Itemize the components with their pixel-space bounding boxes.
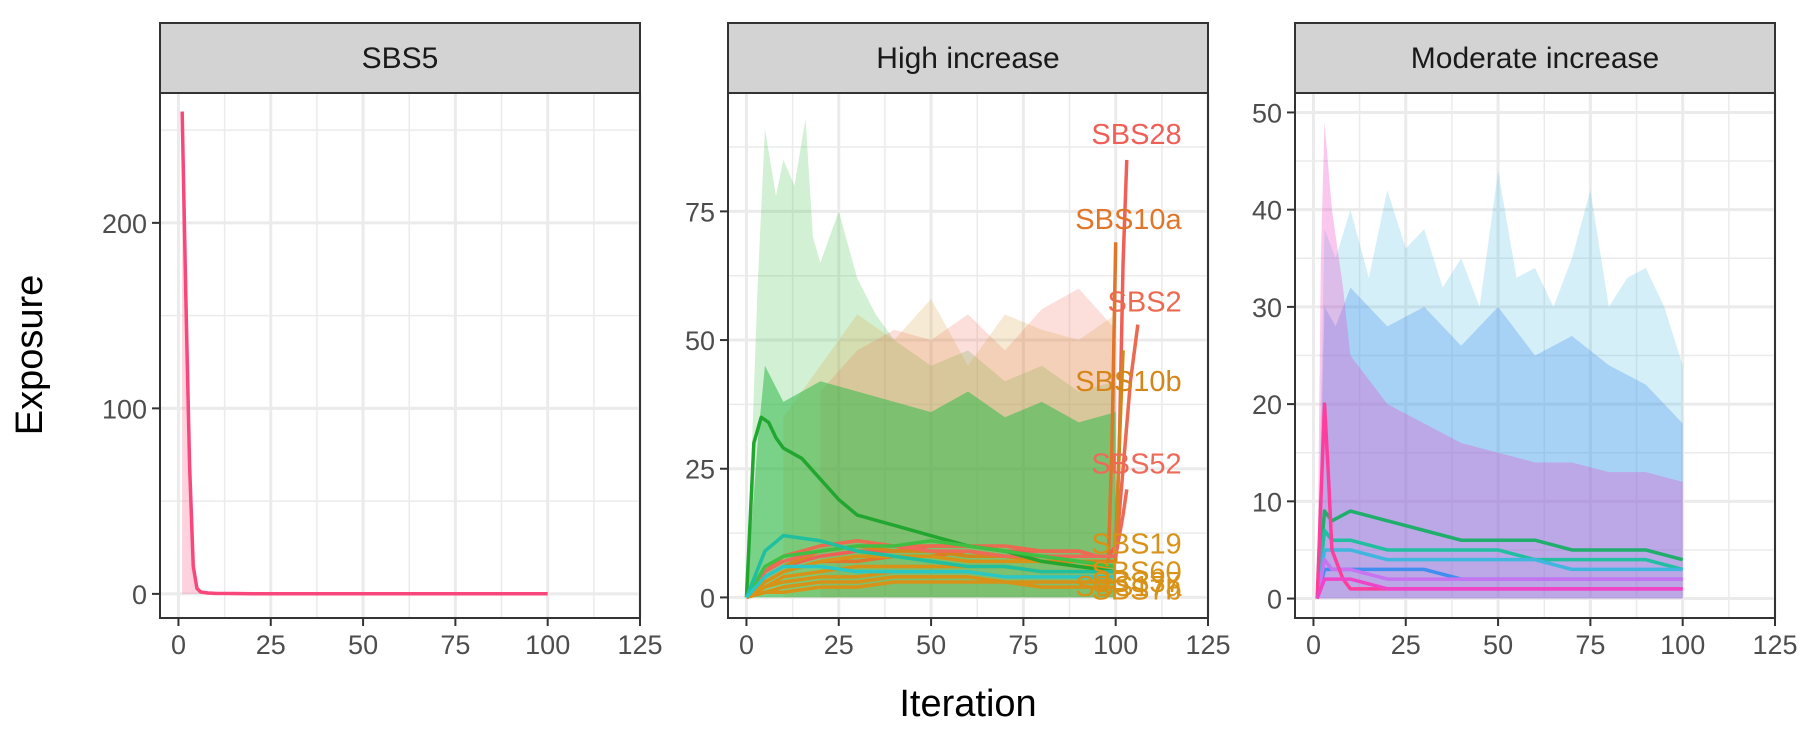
series-label: SBS10a [1075, 204, 1182, 236]
x-tick-label: 125 [1752, 630, 1797, 660]
x-tick-label: 125 [617, 630, 662, 660]
x-tick-label: 50 [916, 630, 946, 660]
x-tick-label: 0 [739, 630, 754, 660]
facet-strip [727, 22, 1209, 94]
x-tick-label: 0 [171, 630, 186, 660]
x-tick-label: 0 [1306, 630, 1321, 660]
series-label: SBS60 [1091, 557, 1181, 589]
series-label: SBS7b [1091, 575, 1181, 607]
x-tick-label: 25 [824, 630, 854, 660]
y-tick-label: 10 [1252, 487, 1282, 517]
facet-strip [1294, 22, 1776, 94]
x-tick-label: 100 [1660, 630, 1705, 660]
x-tick-label: 50 [348, 630, 378, 660]
y-axis-title: Exposure [9, 275, 51, 436]
uncertainty-ribbon [1317, 122, 1683, 599]
series-line-SBS5 [180, 111, 548, 596]
y-tick-label: 50 [1252, 98, 1282, 128]
facet-panel: SBS5 0 25 50 75 100 125 0 100 200 [102, 22, 663, 660]
y-tick-label: 0 [700, 583, 715, 613]
x-tick-label: 25 [256, 630, 286, 660]
series-line-SBS52 [745, 489, 1129, 599]
series-label: SBS19 [1091, 528, 1181, 560]
series-line-SBS2 [745, 324, 1140, 599]
y-tick-label: 200 [102, 209, 147, 239]
series-line-SBS7b [745, 580, 1116, 600]
x-tick-label: 50 [1483, 630, 1513, 660]
series-line-teal-1 [744, 533, 1116, 599]
plot-data [744, 118, 1140, 600]
x-tick-label: 100 [1093, 630, 1138, 660]
x-axis-title: Iteration [899, 683, 1036, 725]
plot-data [1315, 122, 1684, 600]
series-line-green-2 [744, 539, 1116, 599]
x-tick-label: 75 [1008, 630, 1038, 660]
y-tick-label: 75 [685, 197, 715, 227]
series-label: SBS10b [1075, 366, 1181, 398]
y-tick-label: 100 [102, 394, 147, 424]
facet-strip-label: Moderate increase [1411, 42, 1659, 75]
facet-panel: SBS28 SBS10a SBS2 SBS10b SBS52 SBS19SBS60SBS3… [685, 22, 1231, 660]
facet-panel: Moderate increase 0 25 50 75 100 125 0 10 20 30 40 5… [1252, 22, 1798, 660]
x-tick-label: 75 [1575, 630, 1605, 660]
y-tick-label: 0 [1267, 585, 1282, 615]
y-tick-label: 20 [1252, 390, 1282, 420]
uncertainty-ribbon [746, 365, 1116, 598]
y-tick-label: 25 [685, 455, 715, 485]
series-label: SBS52 [1091, 449, 1181, 481]
uncertainty-ribbon [1317, 287, 1683, 599]
series-line-teal-2 [745, 564, 1116, 599]
series-label: SBS17a [1075, 571, 1182, 603]
facet-strip [159, 22, 641, 94]
x-tick-label: 125 [1185, 630, 1230, 660]
series-line-SBS17a [745, 575, 1116, 600]
x-tick-label: 25 [1391, 630, 1421, 660]
x-tick-label: 100 [525, 630, 570, 660]
series-line-magenta-1 [1315, 557, 1683, 599]
y-tick-label: 30 [1252, 293, 1282, 323]
facet-strip-label: High increase [876, 42, 1059, 75]
series-line-pink-2 [1315, 577, 1683, 600]
y-tick-label: 50 [685, 326, 715, 356]
y-tick-label: 0 [132, 580, 147, 610]
series-label: SBS2 [1108, 286, 1182, 318]
y-tick-label: 40 [1252, 196, 1282, 226]
series-line-SBS10b [745, 350, 1125, 599]
series-label: SBS28 [1091, 119, 1181, 151]
plot-data [180, 107, 548, 596]
facet-strip-label: SBS5 [362, 42, 439, 75]
series-label: SBS37 [1091, 567, 1181, 599]
x-tick-label: 75 [440, 630, 470, 660]
plot-background [160, 93, 640, 618]
uncertainty-ribbon [1317, 170, 1683, 599]
